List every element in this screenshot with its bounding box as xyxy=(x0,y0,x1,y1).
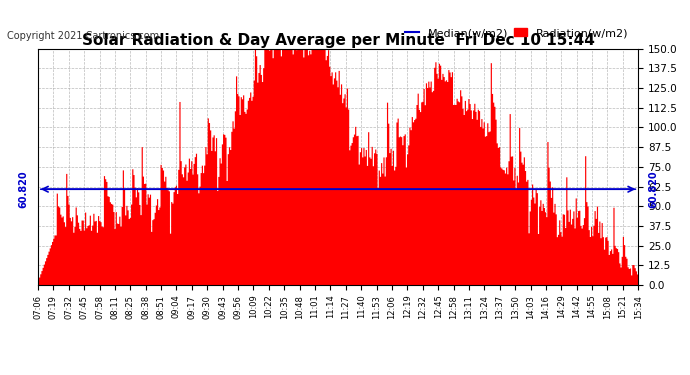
Title: Solar Radiation & Day Average per Minute  Fri Dec 10 15:44: Solar Radiation & Day Average per Minute… xyxy=(81,33,595,48)
Text: Copyright 2021 Cartronics.com: Copyright 2021 Cartronics.com xyxy=(7,32,159,41)
Legend: Median(w/m2), Radiation(w/m2): Median(w/m2), Radiation(w/m2) xyxy=(401,24,633,42)
Text: 60.820: 60.820 xyxy=(649,170,659,208)
Text: 60.820: 60.820 xyxy=(19,170,28,208)
